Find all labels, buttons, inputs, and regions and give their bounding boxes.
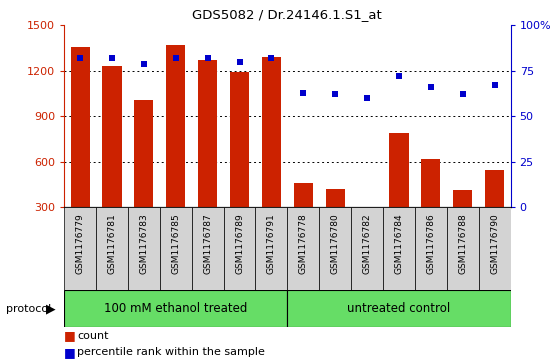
Text: GSM1176786: GSM1176786 — [426, 213, 435, 274]
Point — [267, 55, 276, 61]
Text: 100 mM ethanol treated: 100 mM ethanol treated — [104, 302, 247, 315]
Text: GSM1176783: GSM1176783 — [140, 213, 148, 274]
Bar — [128, 207, 160, 290]
Text: GSM1176789: GSM1176789 — [235, 213, 244, 274]
Text: GSM1176781: GSM1176781 — [108, 213, 117, 274]
Text: count: count — [77, 331, 108, 341]
Bar — [453, 189, 472, 207]
Bar — [351, 207, 383, 290]
Bar — [383, 207, 415, 290]
Text: GSM1176788: GSM1176788 — [458, 213, 467, 274]
Bar — [479, 207, 511, 290]
Bar — [294, 183, 313, 207]
Point — [426, 84, 435, 90]
Bar — [64, 207, 96, 290]
Text: GSM1176779: GSM1176779 — [76, 213, 85, 274]
Text: ▶: ▶ — [46, 302, 55, 315]
Bar — [134, 99, 153, 207]
Bar — [198, 60, 217, 207]
Point — [331, 91, 340, 97]
Bar — [287, 207, 319, 290]
Bar — [389, 133, 408, 207]
Text: untreated control: untreated control — [347, 302, 451, 315]
Point — [235, 59, 244, 65]
Bar — [262, 57, 281, 207]
Text: GSM1176791: GSM1176791 — [267, 213, 276, 274]
Bar — [64, 290, 287, 327]
Text: GSM1176787: GSM1176787 — [203, 213, 212, 274]
Text: percentile rank within the sample: percentile rank within the sample — [77, 347, 265, 357]
Bar — [103, 66, 122, 207]
Text: GSM1176782: GSM1176782 — [363, 213, 372, 274]
Text: GSM1176778: GSM1176778 — [299, 213, 308, 274]
Bar — [96, 207, 128, 290]
Point — [108, 55, 117, 61]
Bar — [421, 159, 440, 207]
Title: GDS5082 / Dr.24146.1.S1_at: GDS5082 / Dr.24146.1.S1_at — [193, 8, 382, 21]
Bar — [70, 46, 90, 207]
Point — [395, 73, 403, 79]
Bar — [415, 207, 447, 290]
Point — [171, 55, 180, 61]
Point — [76, 55, 85, 61]
Text: GSM1176785: GSM1176785 — [171, 213, 180, 274]
Bar — [287, 290, 511, 327]
Bar — [160, 207, 192, 290]
Point — [299, 90, 308, 95]
Bar — [230, 72, 249, 207]
Point — [363, 95, 372, 101]
Text: protocol: protocol — [6, 303, 51, 314]
Text: ■: ■ — [64, 346, 80, 359]
Bar — [256, 207, 287, 290]
Point — [203, 55, 212, 61]
Bar — [485, 170, 504, 207]
Bar — [319, 207, 351, 290]
Bar — [224, 207, 256, 290]
Text: GSM1176784: GSM1176784 — [395, 213, 403, 274]
Bar — [166, 45, 185, 207]
Text: GSM1176790: GSM1176790 — [490, 213, 499, 274]
Point — [140, 61, 148, 66]
Bar — [447, 207, 479, 290]
Text: ■: ■ — [64, 329, 80, 342]
Point — [458, 91, 467, 97]
Bar — [192, 207, 224, 290]
Point — [490, 82, 499, 88]
Text: GSM1176780: GSM1176780 — [331, 213, 340, 274]
Bar — [326, 189, 345, 207]
Bar — [358, 207, 377, 208]
